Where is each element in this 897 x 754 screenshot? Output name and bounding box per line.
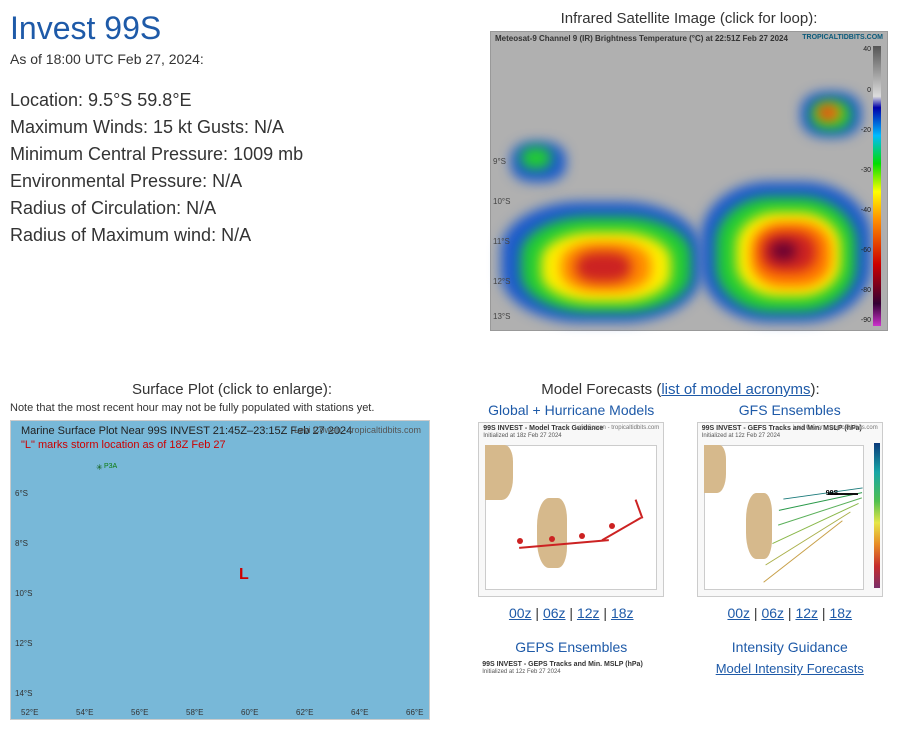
satellite-title: Infrared Satellite Image (click for loop… xyxy=(490,10,888,27)
surface-panel: Surface Plot (click to enlarge): Note th… xyxy=(10,381,454,720)
models-panel: Model Forecasts (list of model acronyms)… xyxy=(474,381,887,720)
satellite-colorbar xyxy=(873,46,881,326)
surface-plot[interactable]: Marine Surface Plot Near 99S INVEST 21:4… xyxy=(10,420,430,720)
pressure-line: Minimum Central Pressure: 1009 mb xyxy=(10,141,470,168)
time-link[interactable]: 06z xyxy=(761,605,784,621)
time-link[interactable]: 12z xyxy=(795,605,818,621)
global-models-thumb[interactable]: 99S INVEST - Model Track Guidance Initia… xyxy=(478,422,664,597)
radius-circ-line: Radius of Circulation: N/A xyxy=(10,195,470,222)
time-link[interactable]: 12z xyxy=(577,605,600,621)
gfs-thumb[interactable]: 99S INVEST - GEFS Tracks and Min. MSLP (… xyxy=(697,422,883,597)
geps-name: GEPS Ensembles xyxy=(474,639,669,655)
surface-plot-credit: Levi Cowan · tropicaltidbits.com xyxy=(294,425,421,435)
satellite-header: Meteosat-9 Channel 9 (IR) Brightness Tem… xyxy=(495,34,788,43)
time-link[interactable]: 00z xyxy=(727,605,750,621)
acronyms-link[interactable]: list of model acronyms xyxy=(661,381,810,398)
surface-note: Note that the most recent hour may not b… xyxy=(10,402,454,414)
models-header: Model Forecasts (list of model acronyms)… xyxy=(474,381,887,398)
location-line: Location: 9.5°S 59.8°E xyxy=(10,87,470,114)
satellite-brand: TROPICALTIDBITS.COM xyxy=(802,34,883,41)
gfs-times: 00z | 06z | 12z | 18z xyxy=(693,605,888,621)
global-times: 00z | 06z | 12z | 18z xyxy=(474,605,669,621)
global-models-name: Global + Hurricane Models xyxy=(474,402,669,418)
satellite-panel: Infrared Satellite Image (click for loop… xyxy=(490,10,888,331)
time-link[interactable]: 18z xyxy=(829,605,852,621)
storm-L-marker: L xyxy=(239,566,249,584)
geps-thumb-partial[interactable]: 99S INVEST - GEPS Tracks and Min. MSLP (… xyxy=(478,659,664,681)
bottom-section: Surface Plot (click to enlarge): Note th… xyxy=(10,381,887,720)
surface-plot-sub: "L" marks storm location as of 18Z Feb 2… xyxy=(21,439,226,451)
storm-info-panel: Invest 99S As of 18:00 UTC Feb 27, 2024:… xyxy=(10,10,470,331)
gfs-name: GFS Ensembles xyxy=(693,402,888,418)
time-link[interactable]: 18z xyxy=(611,605,634,621)
top-section: Invest 99S As of 18:00 UTC Feb 27, 2024:… xyxy=(10,10,887,331)
storm-title: Invest 99S xyxy=(10,10,470,47)
intensity-name: Intensity Guidance xyxy=(693,639,888,655)
intensity-col: Intensity Guidance Model Intensity Forec… xyxy=(693,639,888,689)
time-link[interactable]: 00z xyxy=(509,605,532,621)
env-pressure-line: Environmental Pressure: N/A xyxy=(10,168,470,195)
satellite-image[interactable]: Meteosat-9 Channel 9 (IR) Brightness Tem… xyxy=(490,31,888,331)
time-link[interactable]: 06z xyxy=(543,605,566,621)
global-models-col: Global + Hurricane Models 99S INVEST - M… xyxy=(474,402,669,621)
intensity-link[interactable]: Model Intensity Forecasts xyxy=(716,661,864,676)
surface-title: Surface Plot (click to enlarge): xyxy=(10,381,454,398)
radius-maxwind-line: Radius of Maximum wind: N/A xyxy=(10,222,470,249)
asof-text: As of 18:00 UTC Feb 27, 2024: xyxy=(10,51,470,67)
geps-col: GEPS Ensembles 99S INVEST - GEPS Tracks … xyxy=(474,639,669,689)
winds-line: Maximum Winds: 15 kt Gusts: N/A xyxy=(10,114,470,141)
gfs-col: GFS Ensembles 99S INVEST - GEFS Tracks a… xyxy=(693,402,888,621)
